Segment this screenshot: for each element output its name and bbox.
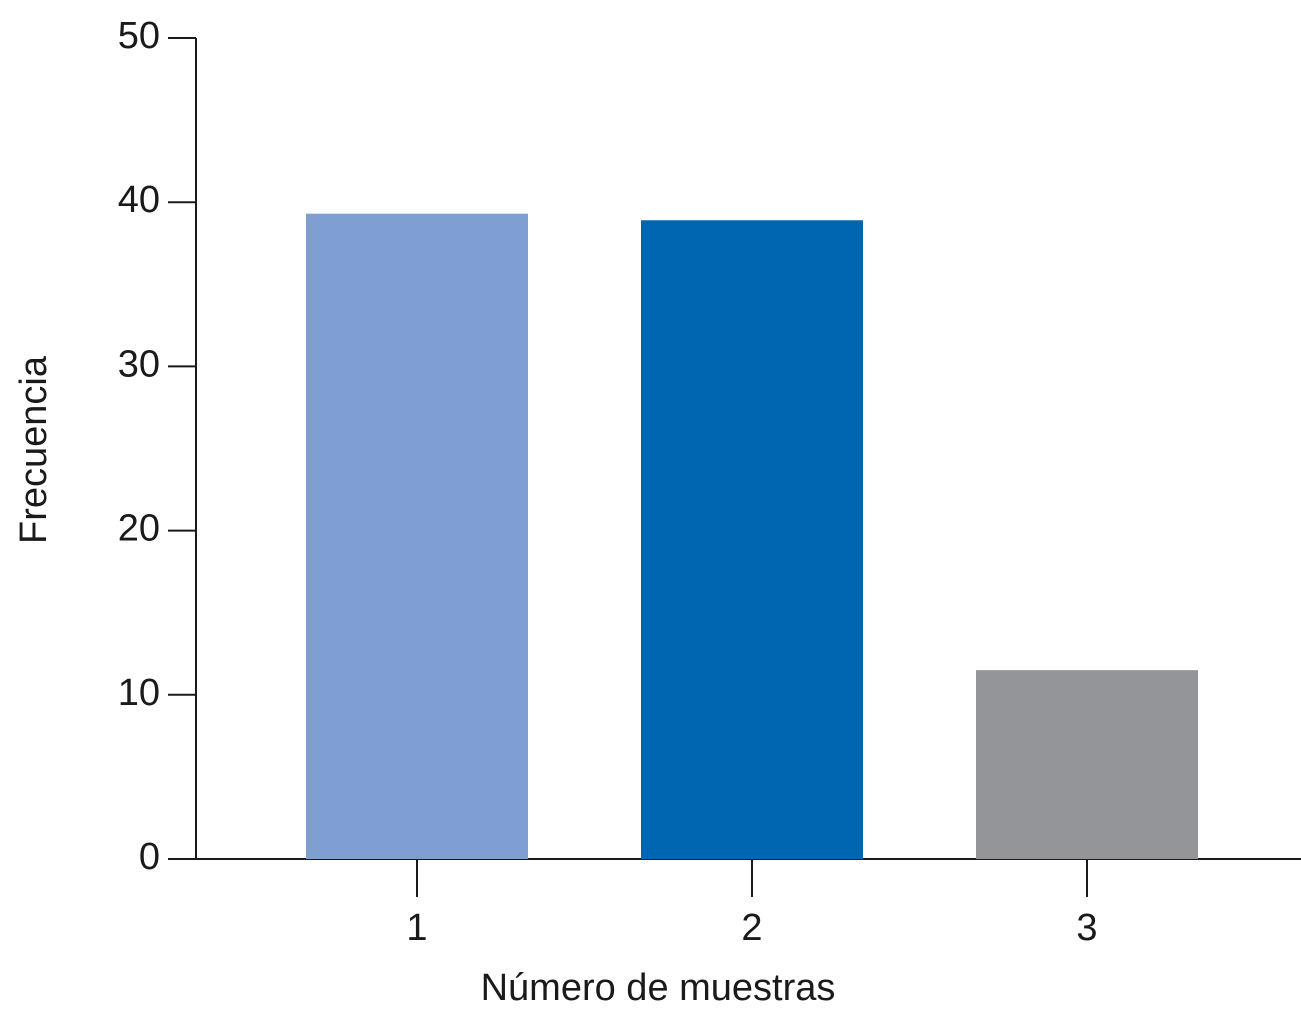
bar [976, 670, 1198, 859]
x-tick-label: 1 [406, 907, 427, 949]
y-tick-label: 0 [139, 836, 160, 878]
y-tick-label: 30 [118, 343, 160, 385]
x-tick-label: 2 [741, 907, 762, 949]
y-tick-label: 50 [118, 15, 160, 57]
y-tick-label: 10 [118, 672, 160, 714]
y-tick-label: 20 [118, 508, 160, 550]
x-axis-label: Número de muestras [481, 967, 836, 1009]
y-tick-label: 40 [118, 179, 160, 221]
y-axis-label: Frecuencia [13, 355, 55, 544]
x-tick-label: 3 [1076, 907, 1097, 949]
bar [641, 220, 863, 860]
bar [306, 213, 528, 860]
